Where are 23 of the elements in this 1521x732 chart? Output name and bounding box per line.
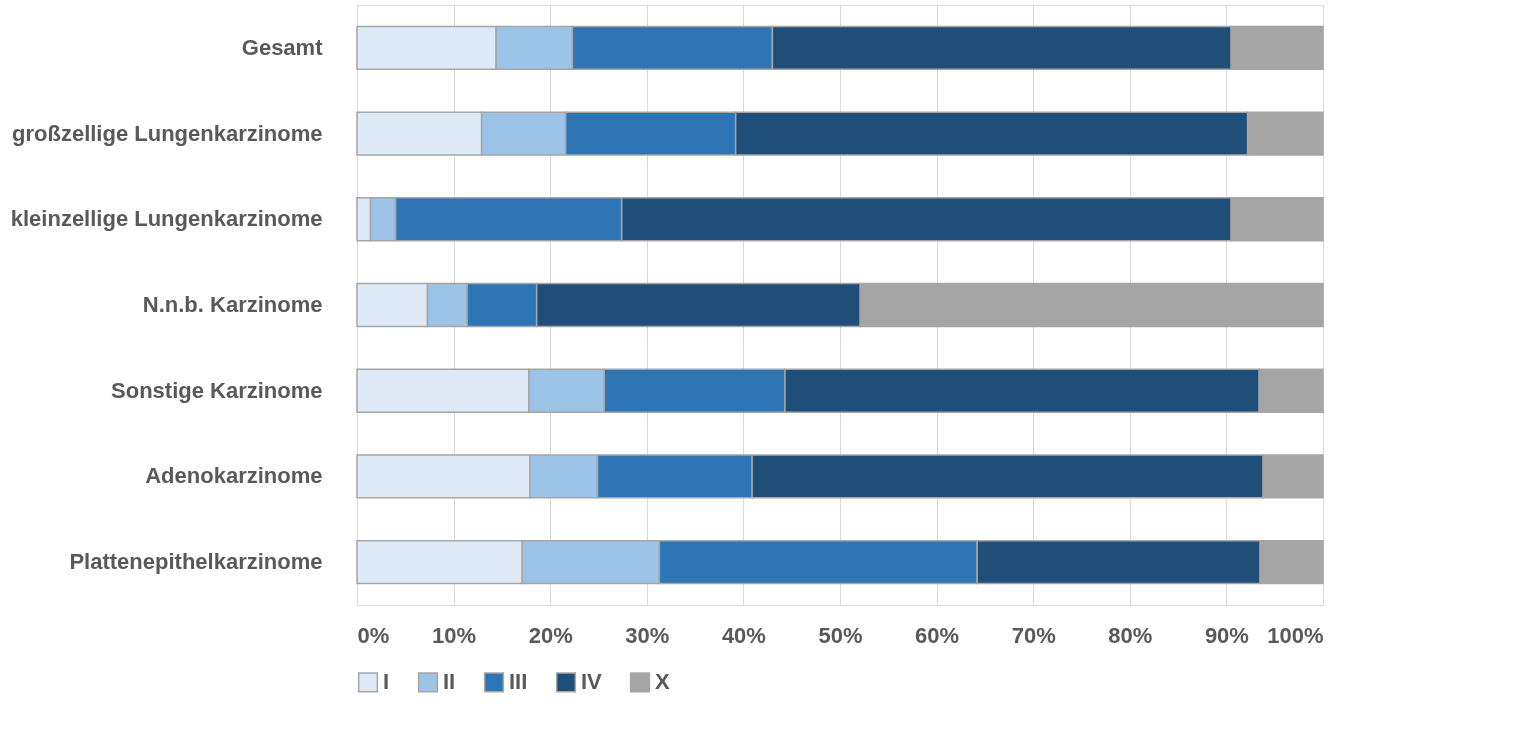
y-tick-label: N.n.b. Karzinome xyxy=(142,292,323,317)
y-tick-label: Plattenepithelkarzinome xyxy=(69,549,323,575)
y-tick-label: Gesamt xyxy=(241,34,324,60)
x-tick-label: 60% xyxy=(915,622,960,648)
y-tick-label: kleinzellige Lungenkarzinome xyxy=(10,206,323,232)
x-tick-label: 50% xyxy=(818,622,863,648)
x-tick-label: 70% xyxy=(1011,622,1056,648)
legend-label: X xyxy=(655,669,670,695)
legend-label: IV xyxy=(581,669,603,695)
x-tick-label: 30% xyxy=(625,622,670,648)
x-tick-label: 90% xyxy=(1204,622,1249,648)
legend-label: II xyxy=(443,669,456,695)
y-tick-label: Adenokarzinome xyxy=(145,463,323,489)
y-tick-label: Sonstige Karzinome xyxy=(111,377,323,403)
y-tick-label: großzellige Lungenkarzinome xyxy=(12,120,323,146)
legend-label: I xyxy=(383,669,390,695)
legend-label: III xyxy=(509,669,528,695)
x-tick-label: 20% xyxy=(528,622,573,648)
x-tick-label: 80% xyxy=(1108,622,1153,648)
x-tick-label: 0% xyxy=(357,622,390,648)
x-tick-label: 40% xyxy=(721,622,766,648)
x-tick-label: 10% xyxy=(432,622,477,648)
x-tick-label: 100% xyxy=(1267,622,1324,648)
